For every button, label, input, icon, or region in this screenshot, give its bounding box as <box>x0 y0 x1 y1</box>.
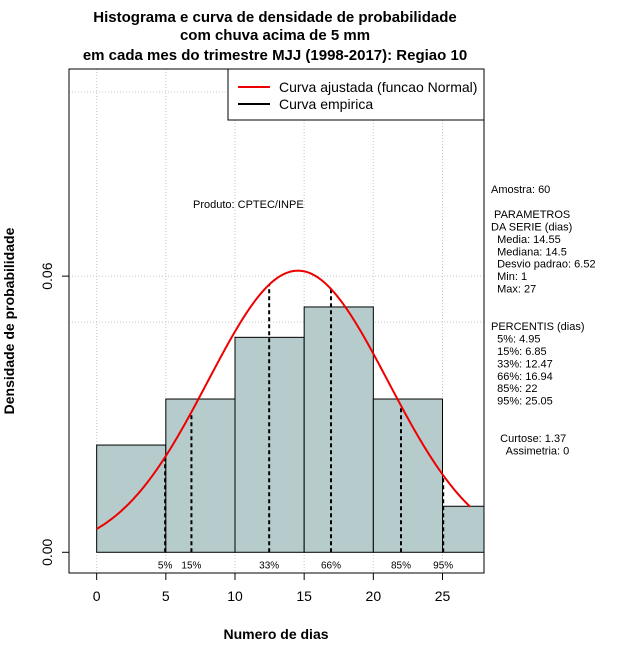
percentile-lines: 5% 15% 33% 66% 85% 95% <box>158 284 453 571</box>
histogram-bars <box>96 306 485 553</box>
x-tick-label: 20 <box>366 588 382 604</box>
histogram-bar <box>165 398 236 553</box>
percentile-label: 85% <box>391 560 411 571</box>
y-tick-label: 0.06 <box>39 262 55 289</box>
x-tick-label: 10 <box>227 588 243 604</box>
percentile-label: 95% <box>433 560 453 571</box>
x-tick-label: 0 <box>93 588 101 604</box>
stats-line: 85%: 22 <box>491 383 537 395</box>
title-line-1: Histograma e curva de densidade de proba… <box>93 9 456 26</box>
stats-line: Max: 27 <box>491 284 536 296</box>
stats-line: 5%: 4.95 <box>491 333 541 345</box>
stats-line: Mediana: 14.5 <box>491 246 567 258</box>
percentile-label: 15% <box>181 560 201 571</box>
stats-line: 33%: 12.47 <box>491 358 553 370</box>
stats-line: 15%: 6.85 <box>491 346 547 358</box>
histogram-bar <box>442 505 485 553</box>
x-axis-label: Numero de dias <box>223 626 328 642</box>
stats-line: Curtose: 1.37 <box>491 433 566 445</box>
stats-line: Media: 14.55 <box>491 234 561 246</box>
percentile-label: 33% <box>259 560 279 571</box>
x-tick-label: 25 <box>435 588 451 604</box>
x-axis: 0 5 10 15 20 25 <box>93 572 451 604</box>
percentile-label: 66% <box>321 560 341 571</box>
legend-label-normal: Curva ajustada (funcao Normal) <box>279 79 477 95</box>
stats-line: PARAMETROS <box>491 209 570 221</box>
title-line-2: com chuva acima de 5 mm <box>180 27 370 44</box>
title-line-3: em cada mes do trimestre MJJ (1998-2017)… <box>83 47 467 64</box>
y-axis: 0.00 0.06 <box>39 262 70 566</box>
percentile-label: 5% <box>158 560 173 571</box>
histogram-bar <box>372 398 444 553</box>
legend-box <box>227 68 485 121</box>
product-annotation: Produto: CPTEC/INPE <box>193 199 304 211</box>
x-tick-label: 5 <box>162 588 170 604</box>
stats-line: 95%: 25.05 <box>491 396 553 408</box>
x-tick-label: 15 <box>296 588 312 604</box>
y-tick-label: 0.00 <box>39 538 55 565</box>
y-axis-label: Densidade de probabilidade <box>1 227 17 414</box>
stats-line: Desvio padrao: 6.52 <box>491 259 596 271</box>
stats-line: Assimetria: 0 <box>491 445 569 457</box>
normal-curve-line <box>96 269 471 530</box>
stats-line: Min: 1 <box>491 271 527 283</box>
chart-title: Histograma e curva de densidade de proba… <box>83 9 467 64</box>
histogram-bar <box>96 444 167 553</box>
stats-line: Amostra: 60 <box>491 184 550 196</box>
legend: Curva ajustada (funcao Normal) Curva emp… <box>227 68 485 121</box>
stats-line: DA SERIE (dias) <box>491 221 572 233</box>
stats-line: PERCENTIS (dias) <box>491 321 585 333</box>
stats-line: 66%: 16.94 <box>491 371 553 383</box>
histogram-bar <box>303 306 374 553</box>
legend-label-empirical: Curva empirica <box>279 96 373 112</box>
